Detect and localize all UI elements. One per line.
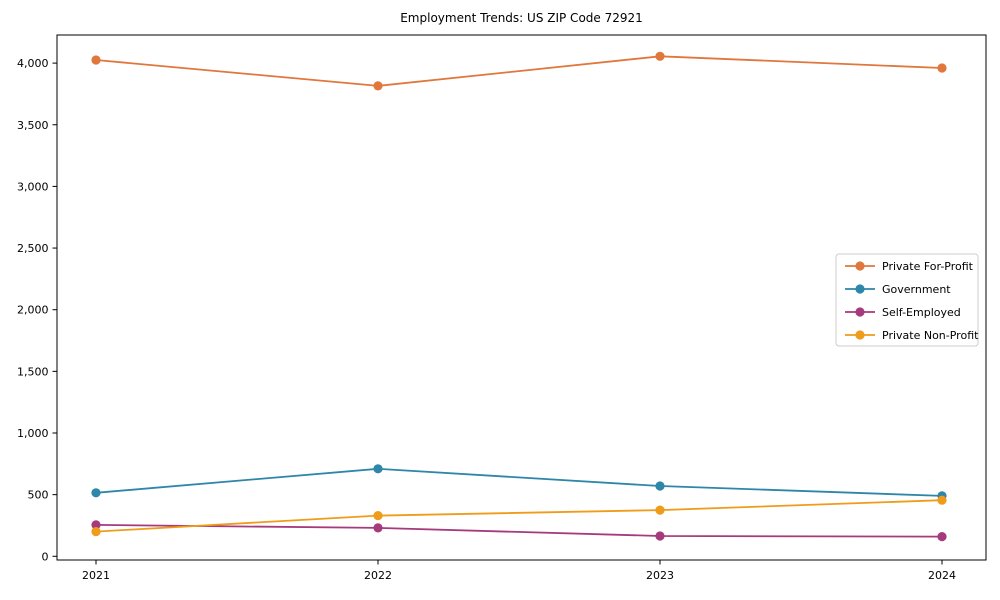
chart-title: Employment Trends: US ZIP Code 72921	[400, 11, 643, 25]
x-axis-tick-label: 2022	[364, 569, 392, 582]
y-axis-tick-label: 1,000	[17, 427, 49, 440]
plot-area	[56, 34, 987, 561]
legend-item-private-for-profit: Private For-Profit	[845, 260, 974, 273]
legend-marker-swatch	[855, 330, 865, 340]
y-axis-tick-label: 0	[42, 550, 49, 563]
series-marker-government	[655, 481, 665, 491]
legend-marker-swatch	[855, 307, 865, 317]
series-marker-private-non-profit	[937, 495, 947, 505]
legend-item-self-employed: Self-Employed	[845, 306, 961, 319]
y-axis-tick-label: 500	[28, 489, 49, 502]
series-marker-government	[91, 488, 101, 498]
legend-label: Private For-Profit	[882, 260, 974, 273]
x-axis-tick-label: 2023	[646, 569, 674, 582]
series-marker-government	[373, 464, 383, 474]
x-axis-tick-label: 2024	[928, 569, 956, 582]
y-axis-tick-label: 3,500	[17, 119, 49, 132]
series-line-private-non-profit	[95, 499, 943, 533]
y-axis-tick-label: 2,500	[17, 242, 49, 255]
series-line-private-for-profit	[95, 55, 943, 87]
series-marker-self-employed	[937, 532, 947, 542]
legend-marker-swatch	[855, 284, 865, 294]
series-marker-private-for-profit	[655, 51, 665, 61]
series-marker-private-for-profit	[373, 81, 383, 91]
series-marker-private-for-profit	[937, 63, 947, 73]
y-axis-tick-label: 2,000	[17, 304, 49, 317]
series-line-government	[95, 467, 943, 497]
legend-item-government: Government	[845, 283, 951, 296]
y-axis-tick-label: 1,500	[17, 365, 49, 378]
series-marker-private-non-profit	[91, 527, 101, 537]
series-marker-self-employed	[91, 520, 101, 530]
series-marker-private-non-profit	[373, 510, 383, 521]
legend-box	[835, 253, 979, 347]
legend: Private For-Profit Government Self-Employe…	[835, 253, 979, 347]
y-axis-tick-label: 3,000	[17, 180, 49, 193]
series-marker-private-for-profit	[91, 55, 101, 65]
legend-label: Self-Employed	[882, 306, 961, 319]
x-axis-tick-label: 2021	[82, 569, 110, 582]
series-marker-self-employed	[655, 531, 665, 541]
legend-marker-swatch	[855, 261, 865, 271]
series-line-self-employed	[95, 524, 943, 538]
legend-item-private-non-profit: Private Non-Profit	[845, 329, 979, 342]
series-marker-private-non-profit	[655, 505, 665, 515]
y-axis-tick-label: 4,000	[17, 57, 49, 70]
legend-label: Government	[882, 283, 951, 296]
series-marker-self-employed	[373, 523, 383, 533]
legend-label: Private Non-Profit	[882, 329, 979, 342]
